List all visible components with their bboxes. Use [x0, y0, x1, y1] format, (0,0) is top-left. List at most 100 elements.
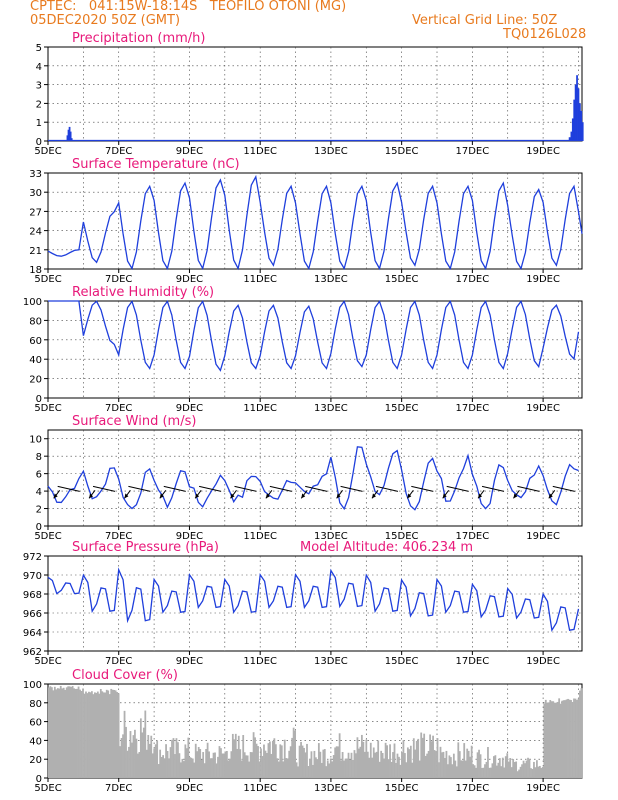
- cloud-cover-bar: [200, 759, 203, 778]
- cloud-cover-bar: [249, 752, 252, 778]
- cloud-cover-bar: [562, 700, 565, 778]
- cloud-cover-bar: [286, 758, 289, 778]
- temperature-series-line: [47, 174, 583, 271]
- cloud-cover-bar: [283, 739, 286, 778]
- cloud-cover-bar: [533, 761, 535, 778]
- cloud-cover-bar: [341, 752, 344, 778]
- cloud-cover-bar: [215, 763, 218, 778]
- wind-ytick-label: 0: [36, 522, 42, 533]
- cloud-cover-bar: [530, 768, 532, 778]
- cloud-cover-bar: [531, 768, 534, 778]
- humidity-ytick-label: 80: [29, 316, 42, 327]
- cloud-cover-bar: [139, 718, 142, 778]
- cloud-xtick-label: 11DEC: [243, 783, 277, 794]
- cloud-cover-bar: [74, 688, 77, 778]
- cloud-cover-bar: [105, 689, 108, 778]
- cloud-cover-bar: [169, 747, 172, 778]
- cloud-cover-bar: [181, 758, 184, 778]
- humidity-title: Relative Humidity (%): [72, 285, 214, 300]
- humidity-xtick-label: 15DEC: [385, 403, 419, 414]
- cloud-cover-bar: [99, 688, 102, 778]
- cloud-cover-bar: [439, 746, 442, 778]
- cloud-cover-bar: [208, 751, 210, 778]
- cloud-cover-bar: [521, 764, 523, 778]
- cloud-cover-bar: [206, 742, 209, 778]
- cloud-cover-bar: [552, 701, 555, 778]
- wind-frame: [47, 429, 583, 527]
- cloud-cover-bar: [252, 732, 255, 778]
- precipitation-ytick-label: 2: [36, 99, 42, 110]
- cloud-cover-bar: [481, 767, 483, 778]
- cloud-cover-bar: [312, 764, 314, 778]
- cloud-cover-bar: [399, 764, 402, 778]
- cloud-cover-bar: [564, 700, 566, 778]
- cloud-cover-bar: [555, 702, 558, 778]
- cloud-cover-bar: [317, 743, 320, 778]
- cloud-cover-bar: [85, 691, 87, 778]
- wind-ytick-label: 2: [36, 505, 42, 516]
- cloud-cover-bar: [107, 690, 110, 778]
- cloud-xtick-label: 5DEC: [34, 783, 61, 794]
- cloud-cover-bar: [512, 758, 515, 778]
- cloud-cover-bar: [488, 767, 491, 778]
- cloud-cover-bar: [248, 761, 251, 778]
- cloud-cover-bar: [239, 749, 242, 778]
- cloud-cover-bar: [182, 761, 185, 778]
- temperature-ytick-label: 21: [29, 246, 42, 257]
- cloud-cover-bar: [156, 740, 159, 778]
- wind-panel: 0 2 4 6 8 10 5DEC 7DEC 9DEC 11DEC 13DEC 15DEC 17DEC 1…: [29, 414, 583, 542]
- cloud-cover-bar: [154, 744, 157, 778]
- cloud-cover-bar: [498, 758, 501, 778]
- wind-xtick-label: 9DEC: [176, 531, 203, 542]
- cloud-cover-bar: [104, 692, 107, 778]
- cloud-cover-bar: [203, 763, 206, 778]
- cloud-cover-bar: [485, 761, 488, 778]
- cloud-cover-bar: [131, 742, 133, 778]
- cloud-cover-bar: [491, 763, 494, 778]
- cloud-cover-bar: [547, 702, 550, 778]
- cloud-cover-bar: [294, 730, 297, 778]
- cloud-cover-bar: [447, 764, 449, 778]
- wind-direction-arrow: [442, 485, 469, 499]
- cloud-cover-bar: [242, 735, 245, 778]
- cloud-cover-bar: [335, 746, 338, 778]
- cloud-cover-bar: [561, 700, 564, 778]
- cloud-cover-bar: [221, 753, 224, 778]
- cloud-cover-bar: [387, 759, 390, 778]
- pressure-panel: 962 964 966 968 970 972 5DEC 7DEC 9DEC 11DEC 13DEC…: [23, 540, 583, 667]
- cloud-cover-bar: [214, 752, 216, 778]
- cloud-cover-bar: [494, 755, 497, 778]
- cloud-cover-bar: [98, 693, 101, 778]
- humidity-ytick-label: 0: [36, 394, 42, 405]
- cloud-cover-bar: [313, 750, 316, 778]
- cloud-cover-bar: [77, 686, 80, 778]
- cloud-cover-bar: [518, 769, 520, 778]
- cloud-cover-bar: [525, 760, 528, 778]
- humidity-xtick-label: 7DEC: [105, 403, 132, 414]
- cloud-cover-bar: [276, 758, 279, 778]
- cloud-cover-bar: [347, 752, 350, 778]
- cloud-cover-bar: [126, 750, 129, 778]
- cloud-cover-bar: [70, 686, 73, 778]
- cloud-cover-bar: [500, 766, 503, 778]
- cloud-cover-bar: [237, 735, 240, 778]
- cloud-cover-bar: [101, 691, 104, 778]
- cloud-cover-bar: [300, 741, 302, 778]
- cloud-cover-bar: [406, 747, 409, 778]
- cloud-cover-bar: [337, 746, 340, 778]
- precipitation-xtick-label: 11DEC: [243, 146, 277, 157]
- precipitation-xtick-label: 5DEC: [34, 146, 61, 157]
- cloud-cover-bar: [82, 688, 84, 778]
- cloud-cover-bar: [432, 735, 434, 778]
- cloud-cover-bar: [270, 753, 273, 778]
- cloud-cover-bar: [117, 693, 120, 778]
- cloud-cover-bar: [148, 743, 151, 778]
- cloud-cover-bar: [363, 751, 366, 778]
- cloud-cover-bar: [346, 758, 348, 778]
- cloud-cover-bar: [398, 756, 400, 778]
- cloud-cover-bar: [350, 752, 353, 778]
- temperature-xtick-label: 15DEC: [385, 274, 419, 285]
- cloud-cover-bar: [423, 733, 426, 778]
- cloud-cover-bar: [441, 752, 443, 778]
- pressure-xtick-label: 15DEC: [385, 656, 419, 667]
